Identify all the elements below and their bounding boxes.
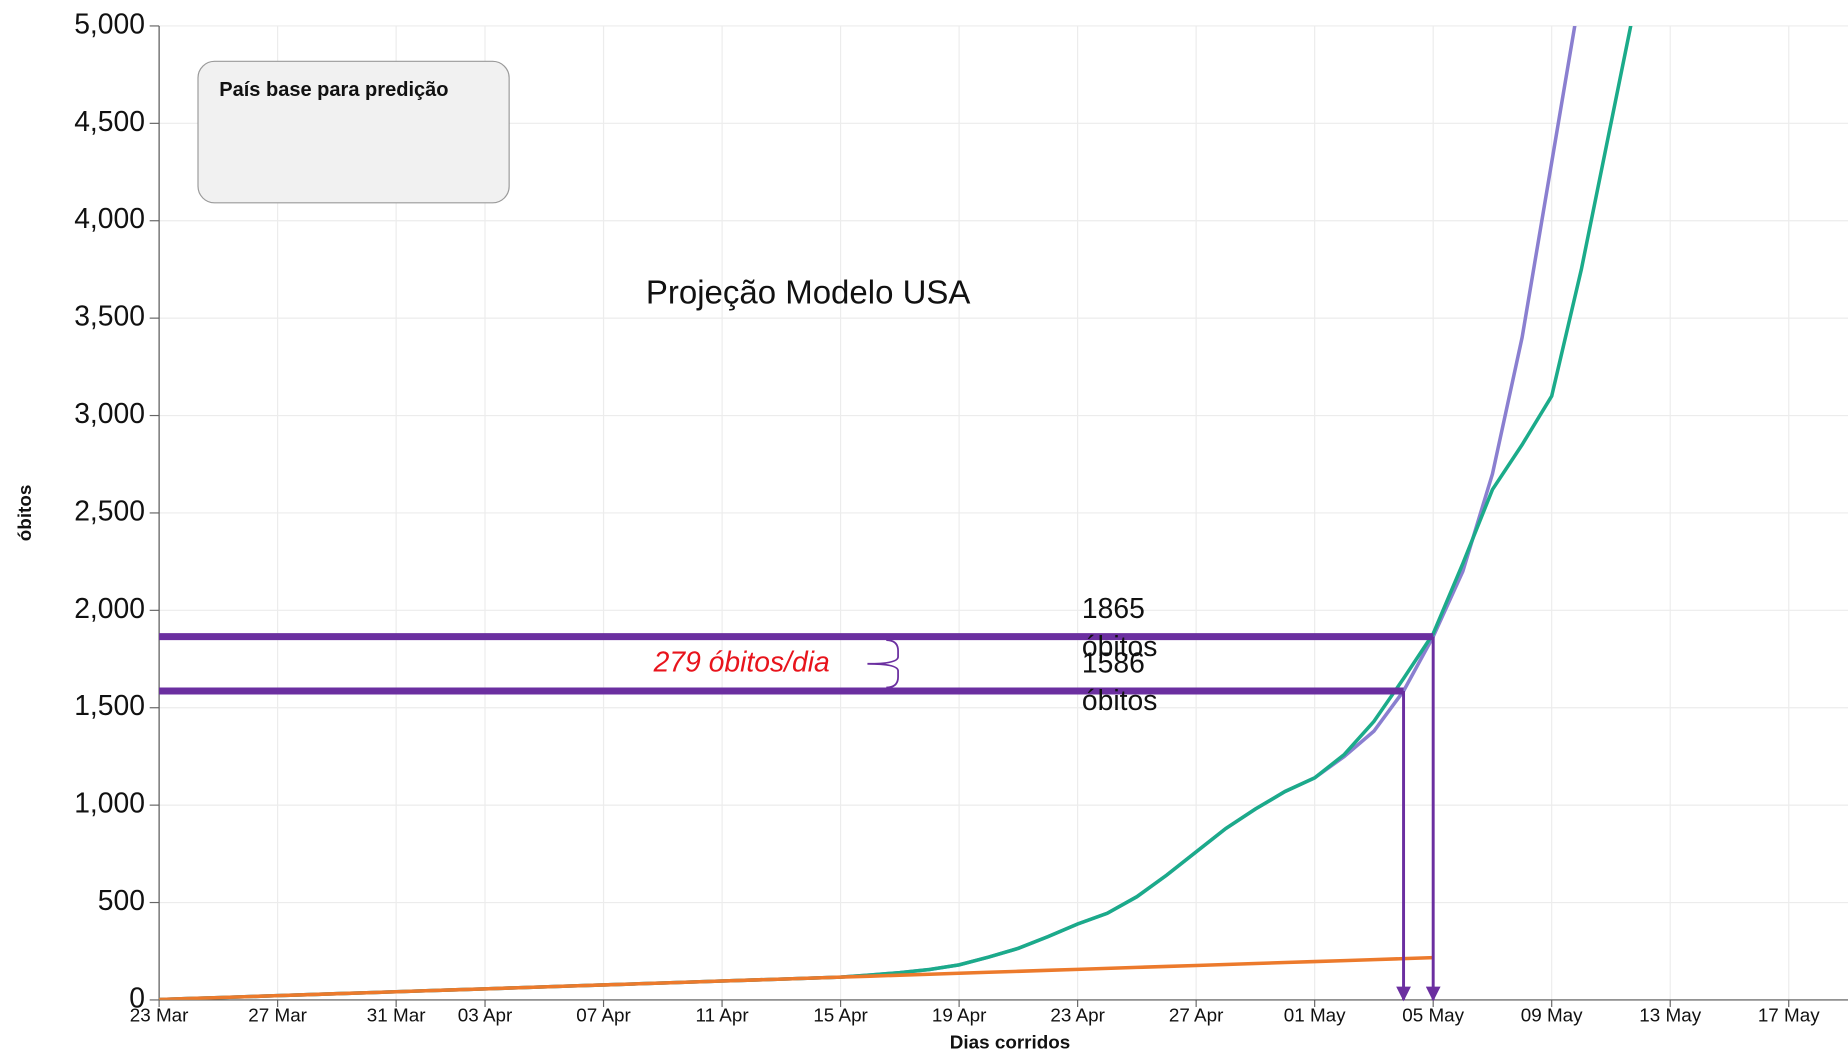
- x-tick-label: 27 Mar: [248, 1004, 307, 1025]
- legend-box: [197, 60, 510, 204]
- y-axis-label: óbitos: [14, 485, 35, 542]
- x-tick-label: 15 Apr: [813, 1004, 868, 1025]
- annotation-value: 1865: [1082, 592, 1145, 624]
- x-tick-label: 03 Apr: [458, 1004, 513, 1025]
- y-tick-label: 2,000: [74, 592, 145, 624]
- x-tick-label: 23 Mar: [130, 1004, 189, 1025]
- annotation-text: óbitos: [1082, 684, 1157, 716]
- x-tick-label: 17 May: [1758, 1004, 1820, 1025]
- overlay: USA - Filtro de KalmanItália - Filtro de…: [159, 110, 1441, 1002]
- y-tick-label: 1,000: [74, 787, 145, 819]
- rate-label: 279 óbitos/dia: [653, 645, 830, 677]
- y-tick-label: 3,000: [74, 397, 145, 429]
- x-axis-label: Dias corridos: [950, 1032, 1071, 1053]
- y-tick-label: 3,500: [74, 300, 145, 332]
- x-tick-label: 09 May: [1521, 1004, 1583, 1025]
- y-tick-label: 500: [98, 884, 145, 916]
- x-tick-label: 01 May: [1284, 1004, 1346, 1025]
- x-tick-label: 31 Mar: [367, 1004, 426, 1025]
- x-tick-label: 13 May: [1639, 1004, 1701, 1025]
- chart-title: Projeção Modelo USA: [646, 274, 971, 311]
- y-tick-label: 1,500: [74, 689, 145, 721]
- x-tick-label: 07 Apr: [576, 1004, 631, 1025]
- brace: [867, 639, 899, 689]
- annotation-text: óbitos: [1082, 630, 1157, 662]
- x-tick-label: 27 Apr: [1169, 1004, 1224, 1025]
- x-tick-label: 11 Apr: [696, 1004, 749, 1025]
- x-tick-label: 23 Apr: [1050, 1004, 1105, 1025]
- y-tick-label: 4,500: [74, 105, 145, 137]
- series-line: [159, 955, 1434, 1000]
- y-tick-label: 4,000: [74, 202, 145, 234]
- y-tick-label: 0: [129, 981, 145, 1013]
- annotation-value: 1586: [1082, 647, 1145, 679]
- y-tick-label: 5,000: [74, 7, 145, 39]
- x-tick-label: 05 May: [1402, 1004, 1464, 1025]
- legend-title: País base para predição: [219, 79, 448, 101]
- y-tick-label: 2,500: [74, 494, 145, 526]
- x-tick-label: 19 Apr: [932, 1004, 987, 1025]
